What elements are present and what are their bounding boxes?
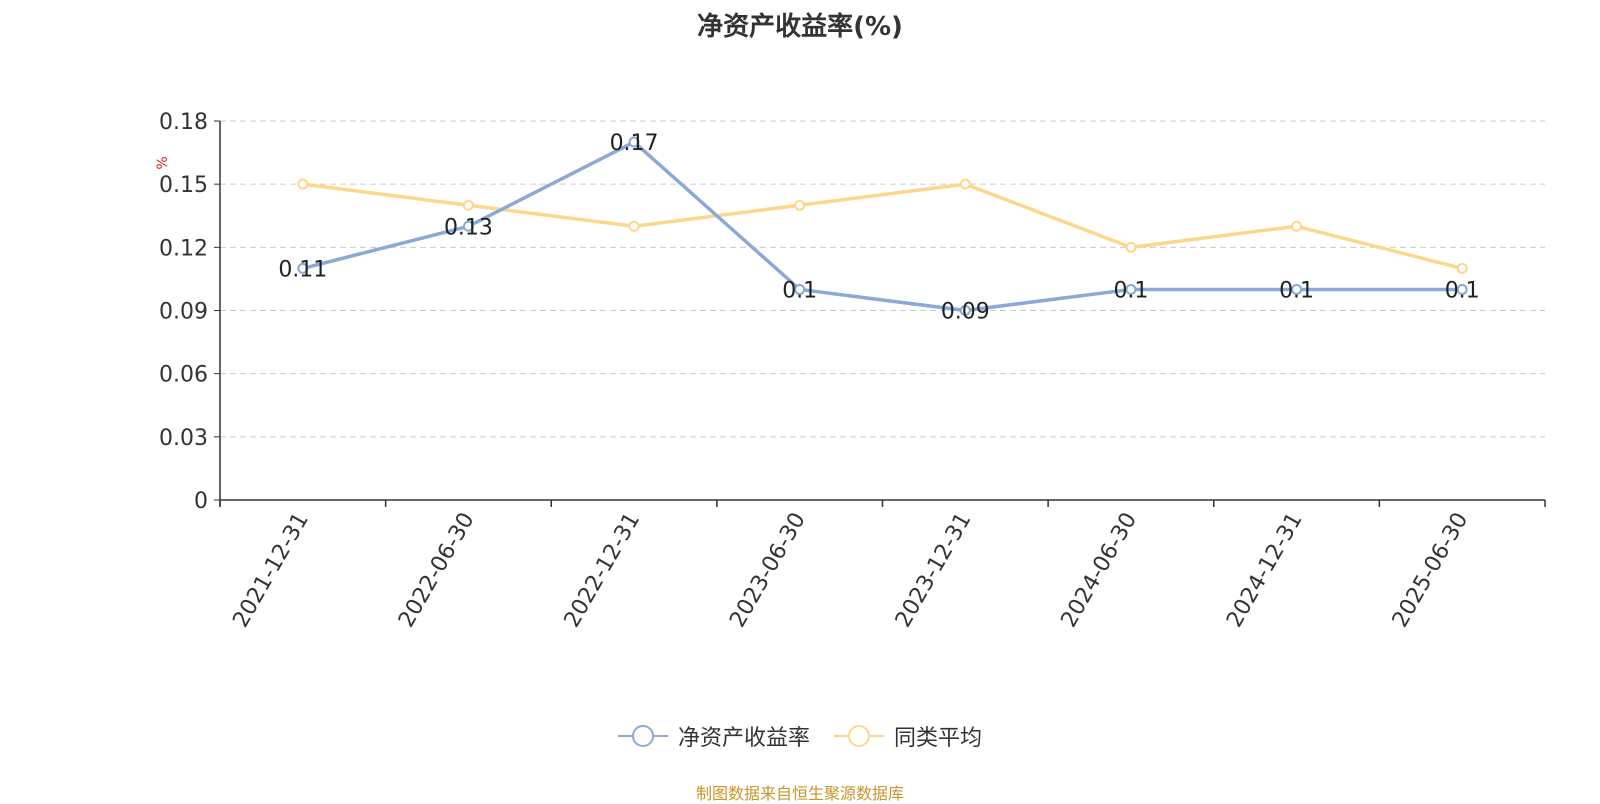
- y-tick-label: 0.18: [159, 110, 208, 135]
- x-tick-label: 2025-06-30: [1388, 509, 1474, 632]
- series-line-0: [302, 140, 1463, 313]
- legend-peer-average-label: 同类平均: [894, 726, 983, 751]
- data-source-note: 制图数据来自恒生聚源数据库: [695, 784, 904, 803]
- x-tick-label: 2023-06-30: [725, 509, 811, 632]
- legend-item-peer-average[interactable]: 同类平均: [834, 720, 982, 752]
- data-point-1: [628, 220, 640, 232]
- data-point-0: [297, 262, 309, 274]
- data-label: 0.1: [1113, 278, 1148, 303]
- y-axis-unit-label: %: [155, 156, 171, 169]
- x-tick-label: 2024-06-30: [1057, 509, 1143, 632]
- x-tick-label: 2021-12-31: [228, 509, 314, 632]
- data-label: 0.11: [278, 257, 327, 282]
- x-tick-label: 2022-12-31: [560, 509, 646, 632]
- data-label: 0.1: [782, 278, 817, 303]
- data-point-1: [794, 199, 806, 211]
- data-point-1: [1456, 262, 1468, 274]
- chart-legend: 净资产收益率 同类平均: [0, 720, 1600, 752]
- data-point-0: [794, 283, 806, 295]
- y-tick-label: 0.15: [159, 173, 208, 198]
- data-point-0: [462, 220, 474, 232]
- chart-title: 净资产收益率(%): [697, 12, 903, 42]
- data-point-1: [297, 178, 309, 190]
- data-label: 0.1: [1279, 278, 1314, 303]
- data-point-0: [959, 305, 971, 316]
- series-line-1: [302, 182, 1463, 271]
- data-point-1: [1291, 220, 1303, 232]
- data-label: 0.13: [444, 215, 493, 240]
- line-chart: 0 0.03 0.06 0.09 0.12 0.15 0.18% 2021-12-31 2022…: [155, 110, 1546, 632]
- x-tick-label: 2022-06-30: [394, 509, 480, 632]
- x-tick-label: 2024-12-31: [1222, 509, 1308, 632]
- data-point-0: [1291, 283, 1303, 295]
- legend-roe-label: 净资产收益率: [677, 726, 810, 751]
- data-label: 0.1: [1445, 278, 1480, 303]
- legend-peer-average-marker-icon: [834, 725, 884, 747]
- legend-roe-marker-icon: [617, 725, 668, 747]
- y-tick-label: 0.09: [159, 300, 208, 325]
- y-tick-label: 0.12: [159, 236, 208, 261]
- data-point-0: [1456, 283, 1468, 295]
- data-point-0: [628, 136, 640, 148]
- data-point-1: [1125, 241, 1137, 253]
- y-tick-label: 0: [194, 489, 208, 514]
- legend-item-roe[interactable]: 净资产收益率: [617, 720, 810, 752]
- y-tick-label: 0.03: [159, 426, 208, 451]
- data-label: 0.17: [610, 131, 659, 156]
- data-label: 0.09: [941, 300, 990, 325]
- x-tick-label: 2023-12-31: [891, 509, 977, 632]
- data-point-0: [1125, 283, 1137, 295]
- data-point-1: [462, 199, 474, 211]
- y-tick-label: 0.06: [159, 363, 208, 388]
- data-point-1: [959, 178, 971, 190]
